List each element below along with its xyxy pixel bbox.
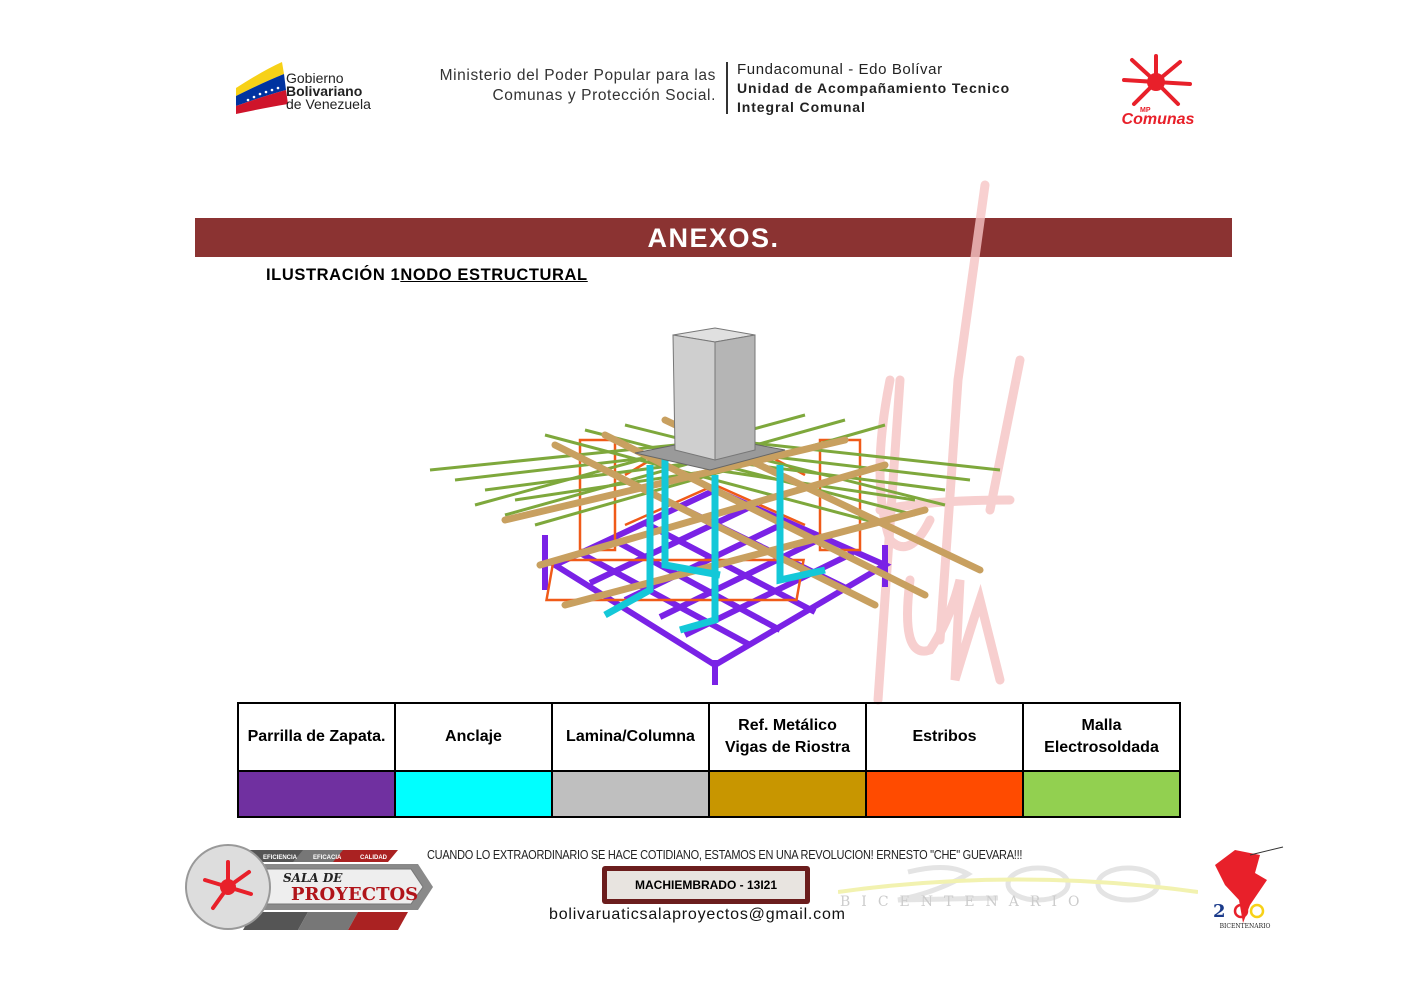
swatch-parrilla xyxy=(237,770,396,818)
svg-text:PROYECTOS: PROYECTOS xyxy=(291,884,418,905)
legend-label: Ref. Metálico Vigas de Riostra xyxy=(708,702,867,772)
section-title: ANEXOS. xyxy=(647,223,780,253)
svg-text:CALIDAD: CALIDAD xyxy=(360,855,388,861)
header-divider xyxy=(726,62,728,114)
gov-line-2: Bolivariano xyxy=(286,83,363,99)
bicentenario-map-logo: 2 BICENTENARIO xyxy=(1213,846,1284,930)
svg-text:MP: MP xyxy=(1140,107,1151,114)
legend-label: Parrilla de Zapata. xyxy=(237,702,396,772)
column xyxy=(672,327,756,461)
gov-line-3: de Venezuela xyxy=(286,96,371,112)
section-banner xyxy=(195,218,1232,257)
code-label: MACHIEMBRADO - 13I21 xyxy=(634,878,778,892)
funda-line-3: Integral Comunal xyxy=(737,99,866,115)
svg-text:EFICACIA: EFICACIA xyxy=(313,855,342,861)
ministry-line-1: Ministerio del Poder Popular para las xyxy=(439,67,716,84)
svg-text:SALA DE: SALA DE xyxy=(283,871,343,885)
bicentenario-watermark xyxy=(838,865,1198,903)
illustration-caption: ILUSTRACIÓN 1NODO ESTRUCTURAL xyxy=(266,266,588,285)
legend-label: Lamina/Columna xyxy=(551,702,710,772)
gov-line-1: Gobierno xyxy=(286,70,344,86)
svg-text:2: 2 xyxy=(1213,901,1226,922)
motto-text: CUANDO LO EXTRAORDINARIO SE HACE COTIDIA… xyxy=(427,848,1023,862)
caption-title: NODO ESTRUCTURAL xyxy=(400,266,588,284)
comunas-logo: MP Comunas xyxy=(1122,54,1195,128)
funda-line-2: Unidad de Acompañamiento Tecnico xyxy=(737,80,1011,96)
caption-prefix: ILUSTRACIÓN 1 xyxy=(266,266,401,284)
anchor-bars xyxy=(603,455,826,634)
swatch-anclaje xyxy=(394,770,553,818)
code-box-inner xyxy=(607,871,805,899)
svg-text:BICENTENARIO: BICENTENARIO xyxy=(1220,923,1271,930)
legend-swatches-row xyxy=(237,770,1181,818)
funda-line-1: Fundacomunal - Edo Bolívar xyxy=(737,61,943,78)
legend-label: Malla Electrosoldada xyxy=(1022,702,1181,772)
sala-proyectos-logo: EFICIENCIA EFICACIA CALIDAD SALA DE PROY… xyxy=(185,844,433,930)
gov-text: Gobierno Bolivariano de Venezuela xyxy=(286,70,371,112)
bicentenario-text: BICENTENARIO xyxy=(840,894,1091,910)
swatch-estribos xyxy=(865,770,1024,818)
legend-label: Anclaje xyxy=(394,702,553,772)
swatch-malla xyxy=(1022,770,1181,818)
ministry-line-2: Comunas y Protección Social. xyxy=(492,87,716,104)
legend-label: Estribos xyxy=(865,702,1024,772)
color-legend: Parrilla de Zapata. Anclaje Lamina/Colum… xyxy=(237,702,1181,818)
contact-email: bolivaruaticsalaproyectos@gmail.com xyxy=(549,906,846,923)
venezuela-flag-logo xyxy=(236,62,288,114)
legend-labels-row: Parrilla de Zapata. Anclaje Lamina/Colum… xyxy=(237,702,1181,772)
comunas-logo-text: Comunas xyxy=(1122,111,1195,128)
structural-node-illustration xyxy=(429,327,1001,685)
fundacomunal-text: Fundacomunal - Edo Bolívar Unidad de Aco… xyxy=(737,60,1010,117)
svg-text:EFICIENCIA: EFICIENCIA xyxy=(263,855,298,861)
swatch-ref-metalico xyxy=(708,770,867,818)
ministry-name: Ministerio del Poder Popular para las Co… xyxy=(380,66,716,106)
swatch-lamina xyxy=(551,770,710,818)
riostra-bars xyxy=(501,416,984,609)
